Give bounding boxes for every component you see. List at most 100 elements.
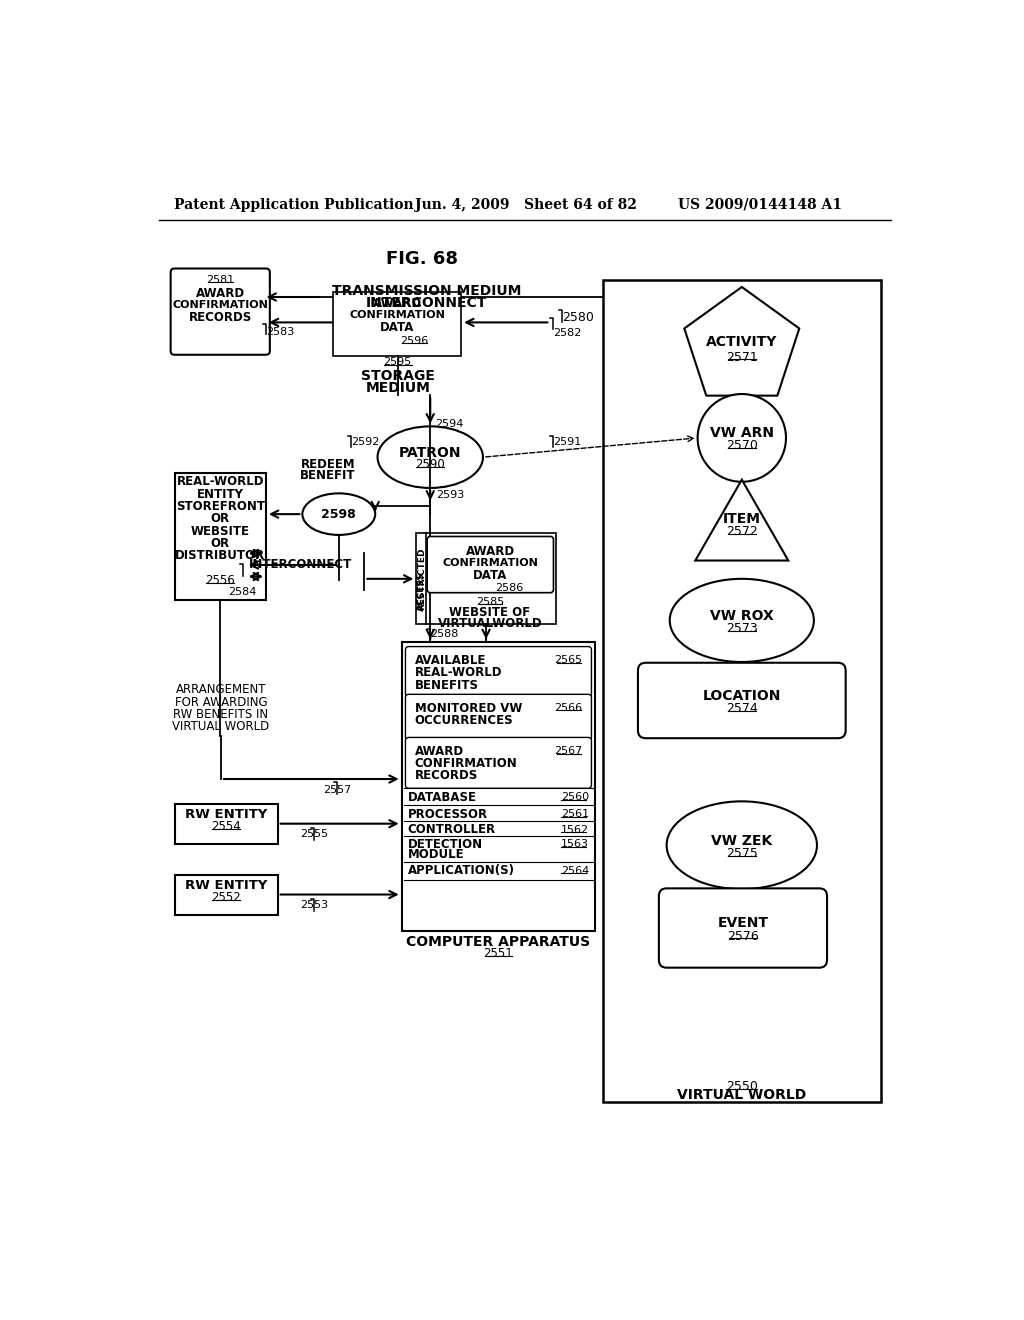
Text: 2571: 2571 <box>726 351 758 363</box>
Text: 2596: 2596 <box>400 335 428 346</box>
Text: 2567: 2567 <box>554 746 583 756</box>
Text: 2575: 2575 <box>726 847 758 861</box>
Polygon shape <box>684 286 800 396</box>
Text: STORAGE: STORAGE <box>360 368 434 383</box>
Text: ARRANGEMENT: ARRANGEMENT <box>176 684 266 696</box>
Text: MEDIUM: MEDIUM <box>366 381 430 395</box>
Text: RW ENTITY: RW ENTITY <box>185 879 267 892</box>
FancyBboxPatch shape <box>174 804 278 843</box>
Text: 2560: 2560 <box>561 792 589 803</box>
Text: 2593: 2593 <box>436 490 465 500</box>
Ellipse shape <box>667 801 817 890</box>
Circle shape <box>697 395 786 482</box>
Text: DISTRIBUTOR: DISTRIBUTOR <box>175 549 265 562</box>
Text: 2556: 2556 <box>206 574 236 587</box>
Text: 2573: 2573 <box>726 622 758 635</box>
Text: 2553: 2553 <box>300 900 328 911</box>
Text: 2572: 2572 <box>726 525 758 539</box>
Text: AVAILABLE: AVAILABLE <box>415 653 486 667</box>
Text: 2561: 2561 <box>561 809 589 820</box>
Text: VIRTUAL WORLD: VIRTUAL WORLD <box>172 721 269 733</box>
Text: 2586: 2586 <box>496 583 524 593</box>
FancyBboxPatch shape <box>406 694 592 741</box>
Text: VW ARN: VW ARN <box>710 426 774 441</box>
Text: MONITORED VW: MONITORED VW <box>415 702 522 714</box>
Text: VIRTUAL WORLD: VIRTUAL WORLD <box>677 1089 807 1102</box>
Text: 2588: 2588 <box>430 630 459 639</box>
Text: CONFIRMATION: CONFIRMATION <box>442 558 539 569</box>
Text: REDEEM: REDEEM <box>301 458 355 471</box>
Text: 2557: 2557 <box>324 785 351 795</box>
FancyBboxPatch shape <box>603 280 882 1102</box>
Text: 2582: 2582 <box>553 329 581 338</box>
Text: FOR AWARDING: FOR AWARDING <box>175 696 267 709</box>
Text: LOCATION: LOCATION <box>702 689 781 702</box>
Text: CONTROLLER: CONTROLLER <box>408 824 496 837</box>
Text: 2555: 2555 <box>300 829 328 840</box>
Text: REAL-WORLD: REAL-WORLD <box>176 475 264 488</box>
Text: FIG. 68: FIG. 68 <box>386 249 459 268</box>
Text: 2590: 2590 <box>416 458 445 471</box>
Text: 2566: 2566 <box>554 704 583 713</box>
Text: BENEFITS: BENEFITS <box>415 678 479 692</box>
Text: EVENT: EVENT <box>718 916 768 931</box>
Text: PATRON: PATRON <box>399 446 462 459</box>
FancyBboxPatch shape <box>427 536 554 593</box>
Text: AWARD: AWARD <box>196 286 245 300</box>
FancyBboxPatch shape <box>401 642 595 931</box>
Text: VW ZEK: VW ZEK <box>712 834 772 847</box>
Text: WEBSITE: WEBSITE <box>190 524 250 537</box>
Text: RW BENEFITS IN: RW BENEFITS IN <box>173 708 268 721</box>
Text: 2570: 2570 <box>726 440 758 453</box>
Text: CONFIRMATION: CONFIRMATION <box>349 310 445 321</box>
Text: Patent Application Publication: Patent Application Publication <box>174 198 414 211</box>
Text: DETECTION: DETECTION <box>408 838 483 851</box>
FancyBboxPatch shape <box>638 663 846 738</box>
Text: 1562: 1562 <box>561 825 589 834</box>
Text: 2595: 2595 <box>384 358 412 367</box>
Text: OCCURRENCES: OCCURRENCES <box>415 714 513 727</box>
Text: OR: OR <box>211 512 229 525</box>
Text: DATA: DATA <box>473 569 508 582</box>
Text: DATA: DATA <box>380 321 415 334</box>
Text: 2592: 2592 <box>351 437 380 446</box>
FancyBboxPatch shape <box>417 533 556 624</box>
Text: COMPUTER APPARATUS: COMPUTER APPARATUS <box>407 936 591 949</box>
FancyBboxPatch shape <box>406 647 592 697</box>
Text: 2576: 2576 <box>727 929 759 942</box>
Text: MODULE: MODULE <box>408 847 465 861</box>
Text: STOREFRONT: STOREFRONT <box>176 500 265 513</box>
Text: INTERCONNECT: INTERCONNECT <box>249 558 351 572</box>
Text: 2584: 2584 <box>228 587 257 597</box>
Text: ACCESS: ACCESS <box>417 572 426 611</box>
Text: US 2009/0144148 A1: US 2009/0144148 A1 <box>678 198 843 211</box>
Text: PROCESSOR: PROCESSOR <box>408 808 487 821</box>
Text: 1563: 1563 <box>561 840 589 850</box>
Text: AWARD: AWARD <box>373 297 422 310</box>
Text: VIRTUALWORLD: VIRTUALWORLD <box>437 616 543 630</box>
Text: 2581: 2581 <box>206 275 234 285</box>
Text: CONFIRMATION: CONFIRMATION <box>172 301 268 310</box>
Text: 2580: 2580 <box>562 312 594 325</box>
Text: AWARD: AWARD <box>415 744 464 758</box>
Polygon shape <box>695 479 788 561</box>
Text: 2574: 2574 <box>726 702 758 715</box>
Text: ENTITY: ENTITY <box>197 487 244 500</box>
Text: 2598: 2598 <box>322 508 356 520</box>
Text: 2591: 2591 <box>553 437 581 446</box>
Text: 2551: 2551 <box>483 948 513 961</box>
Text: BENEFIT: BENEFIT <box>300 469 355 482</box>
Text: Jun. 4, 2009   Sheet 64 of 82: Jun. 4, 2009 Sheet 64 of 82 <box>415 198 637 211</box>
Text: AWARD: AWARD <box>466 545 515 557</box>
Ellipse shape <box>378 426 483 488</box>
Text: RW ENTITY: RW ENTITY <box>185 808 267 821</box>
FancyBboxPatch shape <box>174 875 278 915</box>
Ellipse shape <box>302 494 375 535</box>
Text: REAL-WORLD: REAL-WORLD <box>415 667 502 680</box>
Text: 2550: 2550 <box>726 1080 758 1093</box>
Text: 2594: 2594 <box>435 418 463 429</box>
Ellipse shape <box>670 578 814 663</box>
Text: 2585: 2585 <box>476 597 504 607</box>
Text: VW ROX: VW ROX <box>710 609 774 623</box>
FancyBboxPatch shape <box>174 473 266 599</box>
